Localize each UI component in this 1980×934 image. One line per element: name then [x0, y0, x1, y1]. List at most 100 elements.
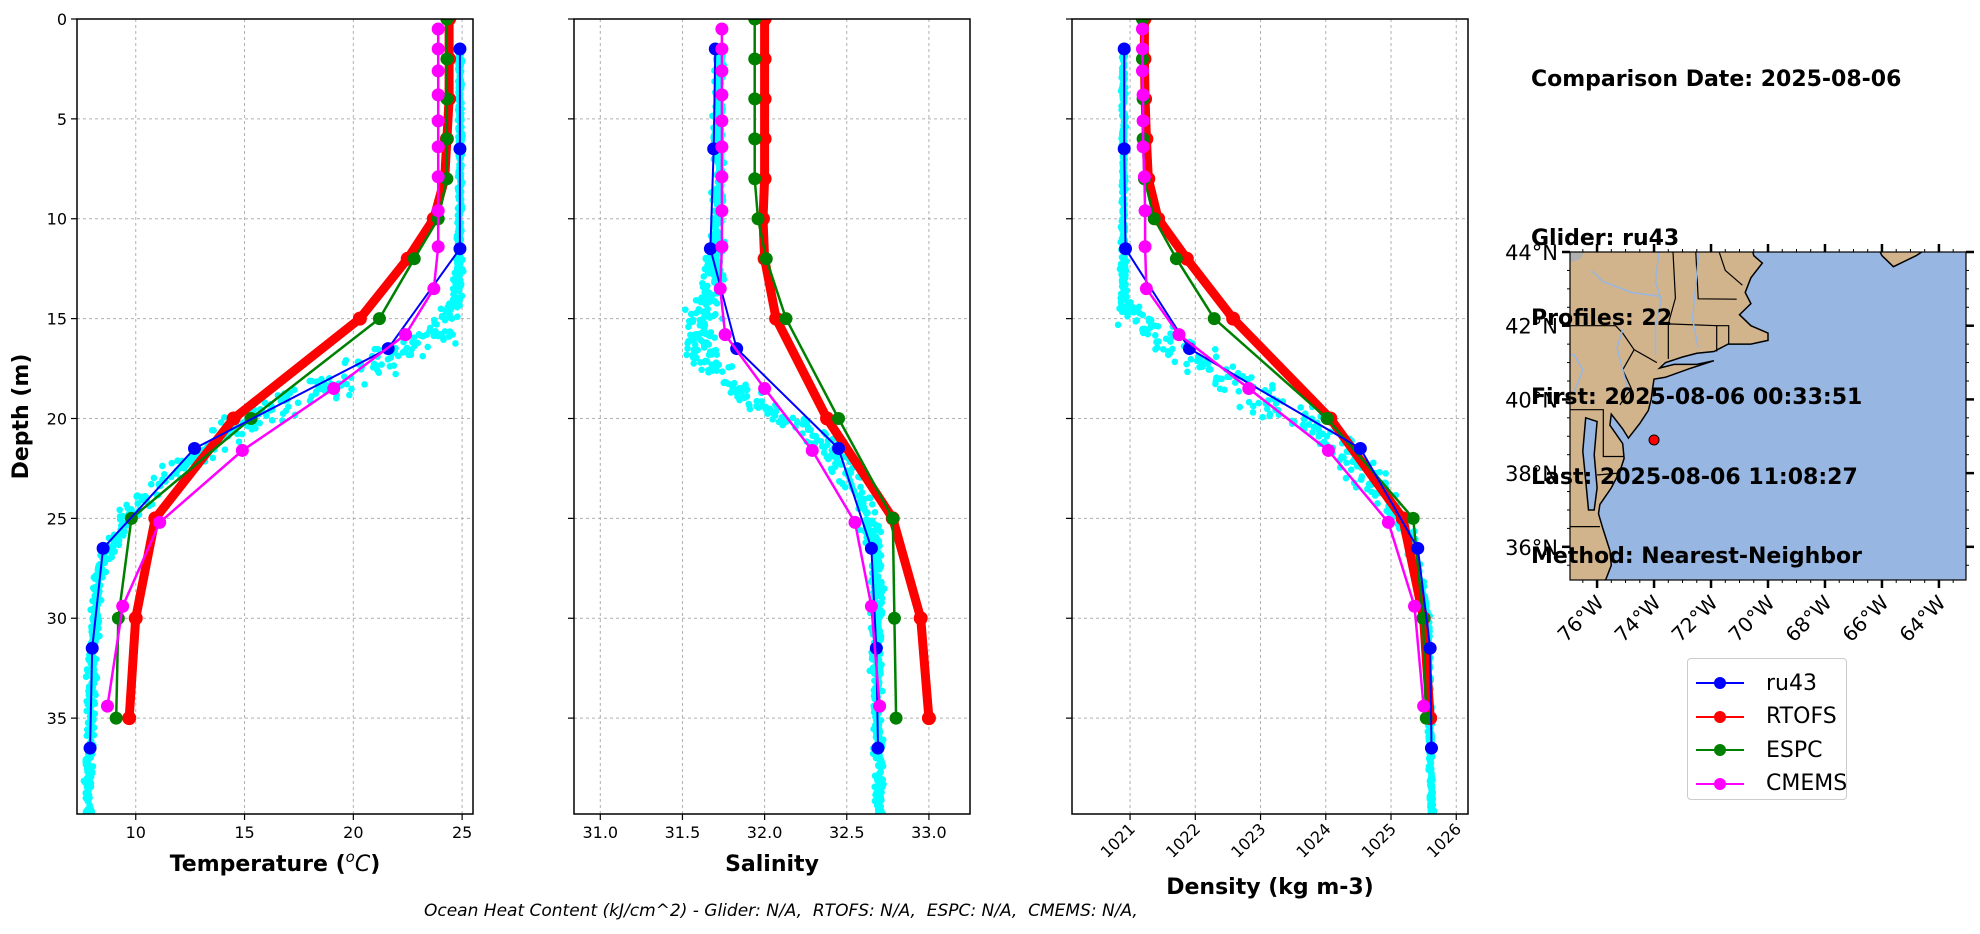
glider-scatter — [80, 46, 467, 814]
scatter-point — [1130, 308, 1138, 316]
scatter-point — [442, 315, 449, 323]
scatter-point — [453, 294, 461, 301]
scatter-point — [342, 356, 350, 364]
series-marker — [1136, 114, 1150, 128]
series-marker — [1207, 312, 1221, 326]
series-marker — [122, 711, 137, 726]
series-marker — [1406, 511, 1420, 525]
scatter-point — [789, 414, 797, 422]
legend-item-ru43: ru43 — [1688, 666, 1817, 700]
series-marker — [116, 599, 130, 613]
scatter-point — [415, 330, 423, 338]
map-y-tick-label: 40°N — [1505, 388, 1558, 412]
scatter-point — [713, 155, 721, 162]
series-marker — [431, 240, 445, 254]
scatter-point — [1120, 273, 1128, 281]
scatter-point — [863, 510, 870, 517]
scatter-point — [799, 420, 807, 428]
series-marker — [715, 42, 729, 56]
series-marker — [769, 311, 784, 326]
density-panel: 1021 1022 1023 1024 1025 1026 Density (kg m-3) — [1066, 18, 1469, 900]
scatter-point — [84, 701, 92, 708]
scatter-point — [1139, 311, 1147, 319]
scatter-point — [454, 261, 461, 269]
scatter-point — [1114, 321, 1122, 329]
y-axis-label: Depth (m) — [9, 354, 34, 480]
series-marker — [1417, 699, 1431, 713]
state-border — [1667, 252, 1677, 359]
scatter-point — [1259, 413, 1266, 421]
legend-label: ESPC — [1766, 737, 1823, 763]
series-marker — [440, 52, 454, 66]
map-y-tick-label: 36°N — [1505, 536, 1558, 560]
temperature-panel: 0 5 10 15 20 25 30 35 10 15 20 25 Temperature (oC) De… — [9, 10, 474, 877]
series-marker — [1320, 411, 1334, 425]
series-marker — [440, 19, 454, 26]
x-tick-label: 1021 — [1097, 819, 1139, 861]
map-x-tick-label: 76°W — [1553, 590, 1609, 646]
series-marker — [1135, 64, 1149, 78]
series-marker — [226, 411, 241, 426]
series-marker — [431, 170, 445, 184]
scatter-point — [399, 349, 407, 356]
scatter-point — [1428, 801, 1435, 809]
series-marker — [718, 328, 732, 342]
legend-item-rtofs: RTOFS — [1688, 700, 1837, 734]
x-tick-label: 1025 — [1358, 819, 1400, 861]
series-marker — [715, 64, 729, 78]
glider-position-marker — [1648, 434, 1660, 446]
series-marker — [109, 711, 123, 725]
scatter-point — [812, 432, 820, 440]
scatter-point — [719, 368, 726, 376]
series-marker — [1138, 240, 1152, 254]
scatter-point — [709, 291, 716, 299]
scatter-point — [876, 542, 883, 550]
map-x-tick-label: 74°W — [1610, 590, 1666, 646]
scatter-point — [1428, 782, 1435, 789]
scatter-point — [1236, 403, 1244, 411]
scatter-point — [456, 271, 464, 278]
series-marker — [779, 312, 793, 326]
scatter-point — [209, 454, 217, 462]
y-tick-label: 30 — [47, 609, 67, 628]
scatter-point — [1426, 728, 1434, 735]
series-marker — [748, 172, 762, 186]
series-marker — [1226, 311, 1241, 326]
scatter-point — [713, 351, 721, 358]
scatter-point — [1119, 133, 1127, 141]
series-marker — [153, 515, 167, 529]
scatter-point — [89, 584, 97, 592]
x-tick-label: 1022 — [1162, 819, 1204, 861]
scatter-point — [1160, 345, 1167, 353]
y-tick-label: 15 — [47, 310, 67, 329]
scatter-point — [871, 521, 879, 528]
series-ru43 — [83, 42, 467, 755]
x-tick-label: 31.0 — [582, 823, 618, 842]
series-marker — [1135, 22, 1149, 36]
scatter-point — [823, 453, 831, 461]
legend-label: ru43 — [1766, 670, 1817, 696]
scatter-point — [1231, 379, 1239, 386]
scatter-point — [318, 375, 325, 383]
y-tick-label: 0 — [57, 10, 67, 29]
series-marker — [715, 114, 729, 128]
scatter-point — [687, 331, 694, 339]
scatter-point — [706, 298, 713, 305]
scatter-point — [121, 528, 128, 535]
scatter-point — [833, 455, 841, 462]
scatter-point — [1429, 788, 1436, 796]
scatter-point — [690, 360, 698, 367]
series-marker — [1118, 242, 1132, 256]
scatter-point — [874, 793, 881, 801]
x-tick-label: 10 — [126, 823, 146, 842]
scatter-point — [1249, 409, 1257, 416]
series-marker — [327, 382, 341, 396]
scatter-point — [119, 512, 126, 520]
scatter-point — [857, 483, 864, 491]
scatter-point — [1272, 400, 1280, 407]
scatter-point — [238, 430, 246, 438]
series-marker — [187, 441, 201, 455]
scatter-point — [712, 311, 719, 318]
scatter-point — [877, 670, 884, 678]
scatter-point — [713, 227, 721, 235]
